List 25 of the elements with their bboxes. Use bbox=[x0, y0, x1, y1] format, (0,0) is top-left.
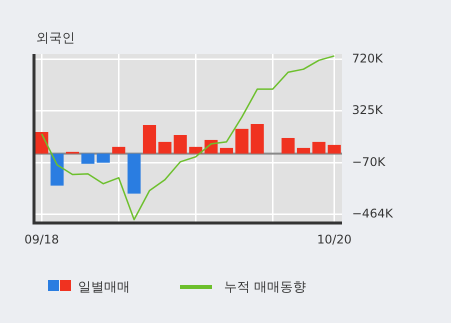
bar bbox=[158, 142, 172, 154]
bar bbox=[328, 144, 341, 154]
legend-label: 누적 매매동향 bbox=[224, 279, 306, 296]
x-tick-label: 09/18 bbox=[24, 232, 59, 246]
y-tick-label: 720K bbox=[352, 51, 384, 66]
bar bbox=[128, 154, 141, 194]
legend-label: 일별매매 bbox=[78, 279, 130, 296]
bar bbox=[174, 134, 187, 154]
y-tick-label: −464K bbox=[352, 206, 394, 220]
bar bbox=[50, 154, 64, 186]
bar bbox=[96, 154, 110, 163]
bar bbox=[220, 148, 234, 154]
bar bbox=[189, 146, 202, 154]
x-tick-label: 10/20 bbox=[317, 232, 352, 246]
bar bbox=[81, 154, 94, 164]
y-tick-label: −70K bbox=[352, 154, 386, 169]
chart-title: 외국인 bbox=[36, 30, 75, 47]
bar bbox=[142, 125, 156, 154]
bar bbox=[250, 124, 264, 154]
bar bbox=[112, 146, 126, 154]
bar bbox=[312, 142, 326, 154]
y-tick-label: 325K bbox=[352, 103, 384, 118]
bar bbox=[282, 138, 295, 154]
bar bbox=[296, 148, 310, 154]
bar bbox=[235, 128, 248, 154]
